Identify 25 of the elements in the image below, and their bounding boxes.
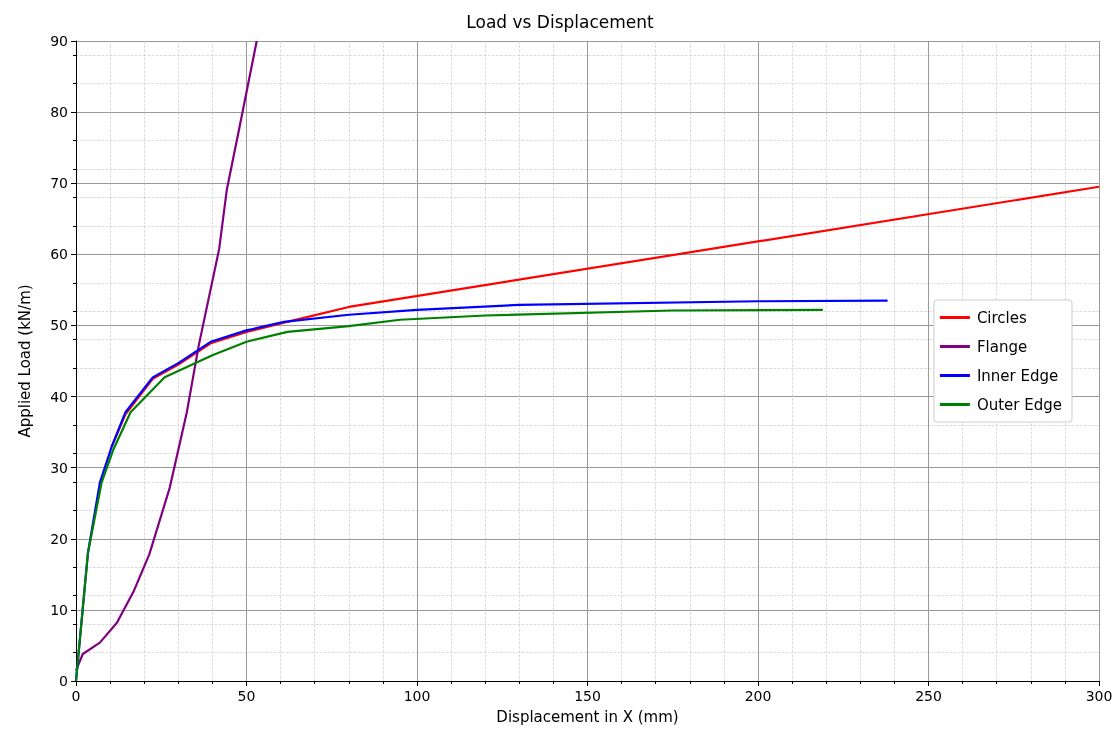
y-tick-label: 50 xyxy=(50,317,68,334)
legend-label: Inner Edge xyxy=(976,366,1059,385)
x-tick-label: 0 xyxy=(71,688,81,704)
y-tick-label: 80 xyxy=(50,104,68,121)
x-tick-label: 200 xyxy=(744,688,772,704)
legend-label: Outer Edge xyxy=(976,395,1062,414)
line-series xyxy=(74,39,258,672)
y-tick-label: 30 xyxy=(50,459,68,476)
y-tick-label: 20 xyxy=(50,530,68,547)
chart-title: Load vs Displacement xyxy=(466,11,655,32)
y-tick-label: 70 xyxy=(50,175,68,192)
y-tick-label: 40 xyxy=(50,388,68,405)
x-axis-title: Displacement in X (mm) xyxy=(496,707,679,726)
x-tick-label: 300 xyxy=(1085,688,1113,704)
y-tick-label: 90 xyxy=(50,33,68,49)
x-tick-label: 250 xyxy=(915,688,942,704)
legend-label: Circles xyxy=(976,308,1028,327)
y-tick-label: 60 xyxy=(50,246,68,263)
x-tick-label: 50 xyxy=(237,688,256,704)
y-axis-title: Applied Load (kN/m) xyxy=(15,284,34,438)
y-tick-label: 0 xyxy=(59,673,68,689)
y-tick-label: 10 xyxy=(50,601,68,618)
legend-label: Flange xyxy=(976,337,1028,356)
x-tick-label: 100 xyxy=(403,688,431,704)
x-tick-label: 150 xyxy=(574,688,601,704)
